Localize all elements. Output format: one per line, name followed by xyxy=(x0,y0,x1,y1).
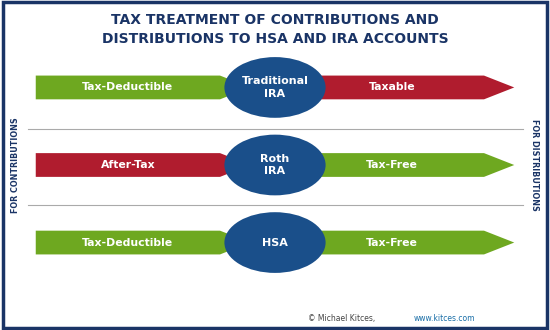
Text: Tax-Free: Tax-Free xyxy=(366,238,418,248)
Text: www.kitces.com: www.kitces.com xyxy=(414,314,475,323)
Text: HSA: HSA xyxy=(262,238,288,248)
Polygon shape xyxy=(36,231,250,254)
Polygon shape xyxy=(36,76,250,99)
Text: FOR CONTRIBUTIONS: FOR CONTRIBUTIONS xyxy=(11,117,20,213)
Polygon shape xyxy=(300,153,514,177)
Text: Roth
IRA: Roth IRA xyxy=(260,154,290,176)
Text: © Michael Kitces,: © Michael Kitces, xyxy=(308,314,378,323)
Text: FOR DISTRIBUTIONS: FOR DISTRIBUTIONS xyxy=(530,119,539,211)
Text: Tax-Free: Tax-Free xyxy=(366,160,418,170)
Text: Tax-Deductible: Tax-Deductible xyxy=(82,82,173,92)
Text: Tax-Deductible: Tax-Deductible xyxy=(82,238,173,248)
Circle shape xyxy=(224,135,326,195)
Polygon shape xyxy=(36,153,250,177)
Text: After-Tax: After-Tax xyxy=(101,160,155,170)
Text: Traditional
IRA: Traditional IRA xyxy=(241,76,309,99)
Text: TAX TREATMENT OF CONTRIBUTIONS AND
DISTRIBUTIONS TO HSA AND IRA ACCOUNTS: TAX TREATMENT OF CONTRIBUTIONS AND DISTR… xyxy=(102,14,448,46)
Circle shape xyxy=(224,212,326,273)
Polygon shape xyxy=(300,76,514,99)
Text: Taxable: Taxable xyxy=(368,82,415,92)
Polygon shape xyxy=(300,231,514,254)
Circle shape xyxy=(224,57,326,118)
